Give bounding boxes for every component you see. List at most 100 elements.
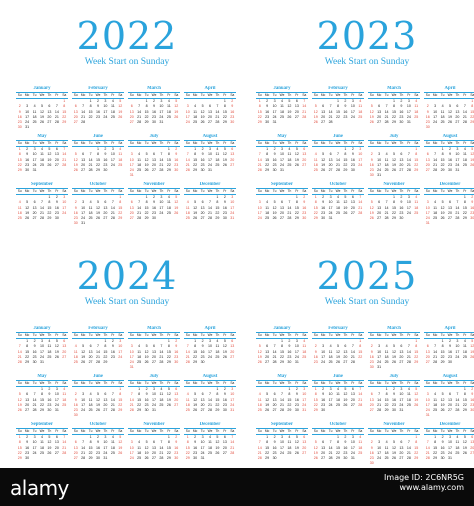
day-cell: 10 — [294, 344, 299, 349]
day-cell: 27 — [230, 162, 235, 167]
weekday-label: Sa — [470, 333, 474, 337]
day-cell: 27 — [222, 450, 227, 455]
day-cell: 16 — [110, 349, 115, 354]
day-cell: 10 — [399, 392, 404, 397]
day-cell: 26 — [414, 402, 419, 407]
day-cell: 8 — [415, 344, 418, 349]
weekday-label: Fr — [463, 381, 467, 385]
day-cell: 2 — [351, 147, 354, 151]
weekday-label: We — [391, 141, 397, 145]
day-cell: 22 — [294, 210, 299, 215]
day-cell: 25 — [440, 120, 445, 125]
month-may: May Su Mo Tu We Th Fr Sa 1 2 3 4 5 6 7 8 9 10 11 12 13 14 15 16… — [16, 134, 68, 178]
day-cell: 21 — [358, 397, 363, 402]
day-cell: 29 — [414, 168, 419, 173]
day-cell: 4 — [456, 435, 459, 439]
month-april: April Su Mo Tu We Th Fr Sa 1 2 3 4 5 6 7 8 9 10 11 12 13 14 15… — [424, 86, 474, 130]
weekday-label: Mo — [24, 333, 30, 337]
weekday-label: Mo — [80, 141, 86, 145]
day-cell: 3 — [104, 435, 107, 439]
day-cell: 28 — [207, 408, 212, 413]
day-cell: 6 — [63, 339, 66, 343]
weekday-label: Fr — [111, 333, 115, 337]
day-cell: 9 — [26, 440, 29, 445]
day-cell: 29 — [294, 216, 299, 221]
day-cell: 11 — [287, 440, 292, 445]
day-cell: 9 — [152, 104, 155, 109]
day-cell: 14 — [110, 205, 115, 210]
weekday-label: Su — [257, 333, 262, 337]
month-name: September — [270, 422, 294, 427]
day-cell: 4 — [336, 195, 339, 199]
day-cell: 4 — [463, 147, 466, 151]
day-cell: 9 — [18, 109, 21, 114]
day-cell: 31 — [129, 365, 134, 370]
day-cell: 24 — [455, 162, 460, 167]
day-cell: 10 — [272, 104, 277, 109]
day-cell: 12 — [391, 445, 396, 450]
day-cell: 11 — [137, 349, 141, 354]
day-cell: 1 — [119, 195, 122, 199]
day-cell: 29 — [343, 168, 348, 173]
day-cell: 10 — [129, 349, 134, 354]
day-cell: 17 — [425, 210, 430, 215]
day-cell: 12 — [200, 109, 205, 114]
day-cell: 12 — [294, 152, 299, 157]
day-cell: 12 — [144, 349, 149, 354]
weekday-label: Th — [455, 429, 460, 433]
weekday-label: Th — [159, 333, 164, 337]
weekday-label: Mo — [136, 333, 142, 337]
day-cell: 6 — [344, 344, 347, 349]
day-cell: 10 — [129, 157, 134, 162]
day-cell: 25 — [193, 120, 198, 125]
day-cell: 26 — [193, 216, 198, 221]
day-cell: 6 — [426, 152, 429, 157]
day-cell: 7 — [18, 344, 21, 349]
weekday-label: Mo — [264, 141, 270, 145]
day-cell: 14 — [406, 157, 411, 162]
day-cell: 20 — [174, 397, 179, 402]
day-cell: 19 — [265, 402, 270, 407]
day-cell: 23 — [470, 402, 474, 407]
day-cell: 28 — [462, 120, 467, 125]
day-cell: 21 — [54, 114, 59, 119]
day-cell: 8 — [89, 104, 92, 109]
day-cell: 14 — [54, 109, 59, 114]
day-cell: 6 — [55, 435, 58, 439]
day-grid: 1 2 3 4 5 6 7 8 9 10 11 12 13 14 15 16 17 18 19 20 21 22 23 24 2… — [72, 195, 124, 226]
weekday-label: Tu — [32, 189, 37, 193]
weekday-label: Th — [455, 333, 460, 337]
month-february: February Su Mo Tu We Th Fr Sa 1 2 3 4 5 6 7 8 9 10 11 12 13 1… — [72, 326, 124, 370]
day-cell: 28 — [32, 408, 37, 413]
day-cell: 6 — [175, 387, 178, 391]
day-cell: 20 — [377, 114, 382, 119]
day-cell: 13 — [230, 152, 235, 157]
day-cell: 15 — [265, 445, 270, 450]
day-cell: 10 — [279, 440, 284, 445]
day-cell: 13 — [200, 397, 205, 402]
day-cell: 29 — [144, 216, 149, 221]
day-cell: 4 — [216, 339, 219, 343]
weekday-label: Sa — [118, 333, 123, 337]
day-cell: 18 — [279, 109, 284, 114]
weekday-label: Tu — [272, 141, 277, 145]
day-cell: 10 — [159, 200, 164, 205]
day-cell: 12 — [470, 152, 474, 157]
day-cell: 19 — [440, 402, 445, 407]
day-cell: 24 — [118, 354, 123, 359]
day-cell: 4 — [208, 435, 211, 439]
day-cell: 10 — [230, 392, 235, 397]
day-cell: 20 — [73, 114, 78, 119]
day-cell: 28 — [384, 120, 389, 125]
day-cell: 2 — [471, 387, 474, 391]
day-cell: 7 — [303, 99, 306, 103]
weekday-label: Su — [73, 141, 78, 145]
day-cell: 2 — [344, 99, 347, 103]
day-cell: 12 — [39, 109, 44, 114]
day-cell: 15 — [17, 157, 22, 162]
day-cell: 2 — [26, 435, 29, 439]
day-cell: 10 — [455, 344, 460, 349]
day-cell: 19 — [144, 450, 149, 455]
day-cell: 18 — [462, 157, 467, 162]
day-cell: 14 — [257, 157, 262, 162]
